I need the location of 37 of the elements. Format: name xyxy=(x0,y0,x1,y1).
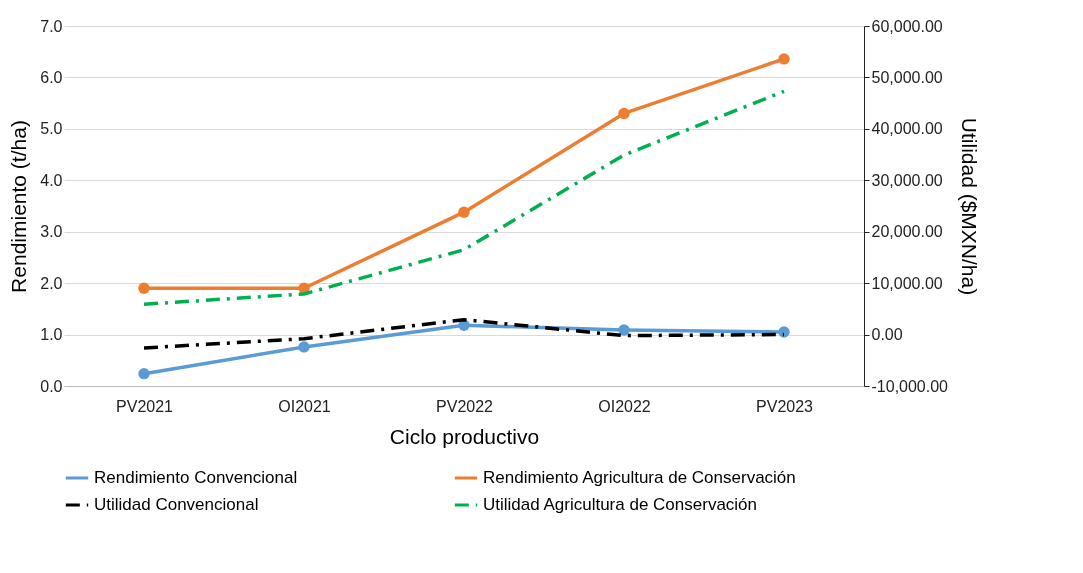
y-tick-label: 1.0 xyxy=(40,326,63,344)
point xyxy=(458,206,470,218)
y2-tick-label: 40,000.00 xyxy=(871,120,943,138)
y-tick-label: 2.0 xyxy=(40,274,63,292)
y2-tick-label: -10,000.00 xyxy=(871,377,949,395)
x-tick-label: OI2021 xyxy=(278,397,331,415)
y2-tick-label: 10,000.00 xyxy=(871,274,943,292)
point xyxy=(778,53,790,65)
y-tick-label: 5.0 xyxy=(40,120,63,138)
x-tick-label: PV2022 xyxy=(436,397,494,415)
y2-tick-label: 60,000.00 xyxy=(871,17,943,35)
y-tick-label: 7.0 xyxy=(40,17,63,35)
legend-label: Utilidad Agricultura de Conservación xyxy=(483,495,758,514)
y2-axis-title: Utilidad ($MXN/ha) xyxy=(958,117,982,296)
x-tick-label: PV2021 xyxy=(116,397,174,415)
legend-label: Rendimiento Convencional xyxy=(94,468,298,487)
y-tick-label: 6.0 xyxy=(40,68,63,86)
point xyxy=(138,367,150,380)
x-tick-label: OI2022 xyxy=(598,397,651,415)
y-tick-label: 0.0 xyxy=(40,377,63,395)
y2-tick-label: 0.00 xyxy=(871,326,903,344)
y2-tick-label: 20,000.00 xyxy=(871,223,943,241)
point xyxy=(298,341,310,353)
x-tick-label: PV2023 xyxy=(756,397,814,415)
point xyxy=(138,282,150,294)
y-tick-label: 4.0 xyxy=(40,171,63,189)
legend-label: Utilidad Convencional xyxy=(94,495,259,514)
y2-tick-label: 30,000.00 xyxy=(871,171,943,189)
y-tick-label: 3.0 xyxy=(40,223,63,241)
line-series xyxy=(142,89,786,306)
point xyxy=(778,326,790,338)
y-axis-title: Rendimiento (t/ha) xyxy=(7,120,31,293)
legend-label: Rendimiento Agricultura de Conservación xyxy=(483,468,796,487)
point xyxy=(618,107,630,120)
y2-tick-label: 50,000.00 xyxy=(871,68,943,86)
point xyxy=(618,324,630,336)
x-axis-title: Ciclo productivo xyxy=(389,424,540,448)
